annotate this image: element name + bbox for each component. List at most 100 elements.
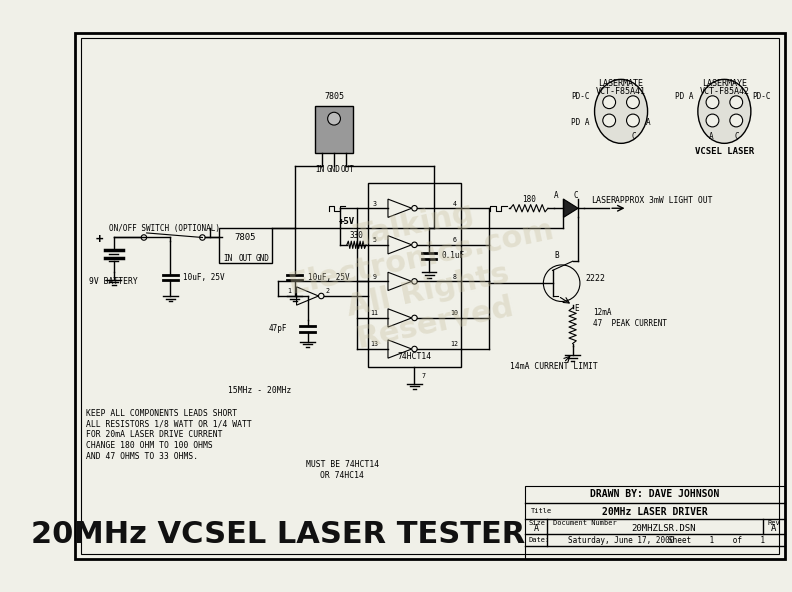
Text: Size: Size bbox=[529, 520, 546, 526]
Text: C: C bbox=[631, 133, 636, 141]
Text: 7805: 7805 bbox=[324, 92, 344, 101]
Polygon shape bbox=[388, 340, 412, 358]
Text: VCT-F85A42: VCT-F85A42 bbox=[699, 87, 749, 96]
Text: KEEP ALL COMPONENTS LEADS SHORT: KEEP ALL COMPONENTS LEADS SHORT bbox=[86, 408, 238, 417]
Text: VCSEL LASER: VCSEL LASER bbox=[695, 147, 754, 156]
Circle shape bbox=[626, 96, 639, 108]
Text: 20MHz VCSEL LASER TESTER: 20MHz VCSEL LASER TESTER bbox=[31, 520, 525, 549]
Text: VCT-F85A41: VCT-F85A41 bbox=[596, 87, 646, 96]
Text: 8: 8 bbox=[453, 274, 457, 280]
Text: 2222: 2222 bbox=[585, 274, 605, 283]
Circle shape bbox=[412, 315, 417, 321]
Text: 10: 10 bbox=[451, 310, 459, 316]
Circle shape bbox=[706, 96, 719, 108]
Text: 9: 9 bbox=[372, 274, 376, 280]
Text: 330: 330 bbox=[349, 231, 364, 240]
Circle shape bbox=[603, 96, 615, 108]
Text: Document Number: Document Number bbox=[553, 520, 616, 526]
Text: PD A: PD A bbox=[572, 118, 590, 127]
Text: IN: IN bbox=[223, 254, 233, 263]
Text: 12mA: 12mA bbox=[592, 308, 611, 317]
Text: Talking
Electronics.com
All Rights
Reserved: Talking Electronics.com All Rights Reser… bbox=[279, 182, 570, 366]
Text: LASER: LASER bbox=[591, 197, 616, 205]
Text: ALL RESISTORS 1/8 WATT OR 1/4 WATT: ALL RESISTORS 1/8 WATT OR 1/4 WATT bbox=[86, 420, 252, 429]
Circle shape bbox=[412, 205, 417, 211]
Text: 47pF: 47pF bbox=[269, 324, 287, 333]
Circle shape bbox=[543, 265, 580, 301]
Text: 7805: 7805 bbox=[234, 233, 256, 242]
Text: GND: GND bbox=[327, 165, 341, 175]
Text: A: A bbox=[534, 524, 539, 533]
Polygon shape bbox=[563, 199, 578, 217]
Circle shape bbox=[730, 114, 743, 127]
Circle shape bbox=[412, 279, 417, 284]
Circle shape bbox=[318, 293, 324, 299]
Text: Saturday, June 17, 2000: Saturday, June 17, 2000 bbox=[568, 536, 674, 545]
Bar bbox=[525, 486, 785, 559]
Text: AND 47 OHMS TO 33 OHMS.: AND 47 OHMS TO 33 OHMS. bbox=[86, 452, 199, 461]
Text: 74HCT14: 74HCT14 bbox=[398, 352, 432, 361]
Text: 3: 3 bbox=[372, 201, 376, 207]
Circle shape bbox=[706, 114, 719, 127]
Text: Sheet    1    of    1: Sheet 1 of 1 bbox=[668, 536, 766, 545]
Text: GND: GND bbox=[256, 254, 270, 263]
Bar bbox=[219, 229, 272, 263]
Text: 180: 180 bbox=[522, 195, 536, 204]
Circle shape bbox=[141, 235, 147, 240]
Text: A: A bbox=[646, 118, 651, 127]
Text: 9V BATTERY: 9V BATTERY bbox=[89, 277, 138, 286]
Text: 0.1uF: 0.1uF bbox=[442, 251, 465, 260]
Bar bbox=[367, 183, 461, 367]
Text: 47  PEAK CURRENT: 47 PEAK CURRENT bbox=[592, 319, 667, 328]
Circle shape bbox=[412, 242, 417, 247]
Text: 10uF, 25V: 10uF, 25V bbox=[307, 274, 349, 282]
Text: CHANGE 180 OHM TO 100 OHMS: CHANGE 180 OHM TO 100 OHMS bbox=[86, 442, 213, 451]
Text: PD-C: PD-C bbox=[572, 92, 590, 101]
Text: MUST BE 74HCT14: MUST BE 74HCT14 bbox=[306, 460, 379, 469]
Bar bbox=[315, 106, 353, 153]
Text: PD-C: PD-C bbox=[752, 92, 771, 101]
Text: Title: Title bbox=[531, 508, 552, 514]
Text: 5: 5 bbox=[372, 237, 376, 243]
Ellipse shape bbox=[698, 79, 751, 143]
Text: E: E bbox=[574, 304, 579, 313]
Text: 15MHz - 20MHz: 15MHz - 20MHz bbox=[228, 385, 291, 395]
Text: 7: 7 bbox=[422, 374, 426, 379]
Text: Date:: Date: bbox=[529, 537, 550, 543]
Text: IN: IN bbox=[316, 165, 325, 175]
Text: APPROX 3mW LIGHT OUT: APPROX 3mW LIGHT OUT bbox=[615, 197, 713, 205]
Text: 20MHz LASER DRIVER: 20MHz LASER DRIVER bbox=[602, 507, 708, 517]
Text: ON/OFF SWITCH (OPTIONAL): ON/OFF SWITCH (OPTIONAL) bbox=[109, 224, 219, 233]
Text: FOR 20mA LASER DRIVE CURRENT: FOR 20mA LASER DRIVE CURRENT bbox=[86, 430, 223, 439]
Polygon shape bbox=[388, 272, 412, 291]
Text: A: A bbox=[710, 133, 714, 141]
Text: OUT: OUT bbox=[238, 254, 253, 263]
Text: 4: 4 bbox=[453, 201, 457, 207]
Text: C: C bbox=[574, 191, 579, 200]
Text: Rev: Rev bbox=[767, 520, 780, 526]
Text: 11: 11 bbox=[371, 310, 379, 316]
Polygon shape bbox=[388, 199, 412, 217]
Text: A: A bbox=[554, 191, 558, 200]
Text: 20MHZLSR.DSN: 20MHZLSR.DSN bbox=[632, 524, 696, 533]
Text: +: + bbox=[95, 233, 103, 246]
Circle shape bbox=[626, 114, 639, 127]
Polygon shape bbox=[388, 309, 412, 327]
Text: LASERMAYE: LASERMAYE bbox=[702, 79, 747, 88]
Text: 14mA CURRENT LIMIT: 14mA CURRENT LIMIT bbox=[511, 362, 598, 371]
Text: DRAWN BY: DAVE JOHNSON: DRAWN BY: DAVE JOHNSON bbox=[590, 490, 719, 500]
Text: 13: 13 bbox=[371, 342, 379, 348]
Ellipse shape bbox=[595, 79, 648, 143]
Circle shape bbox=[200, 235, 205, 240]
Text: 12: 12 bbox=[451, 342, 459, 348]
Text: LASERMATE: LASERMATE bbox=[599, 79, 644, 88]
Text: 6: 6 bbox=[453, 237, 457, 243]
Text: OR 74HC14: OR 74HC14 bbox=[320, 471, 364, 480]
Polygon shape bbox=[296, 287, 318, 305]
Polygon shape bbox=[388, 236, 412, 254]
Circle shape bbox=[412, 346, 417, 352]
Circle shape bbox=[603, 114, 615, 127]
Text: +5V: +5V bbox=[339, 217, 355, 227]
Text: 1: 1 bbox=[287, 288, 291, 294]
Circle shape bbox=[730, 96, 743, 108]
